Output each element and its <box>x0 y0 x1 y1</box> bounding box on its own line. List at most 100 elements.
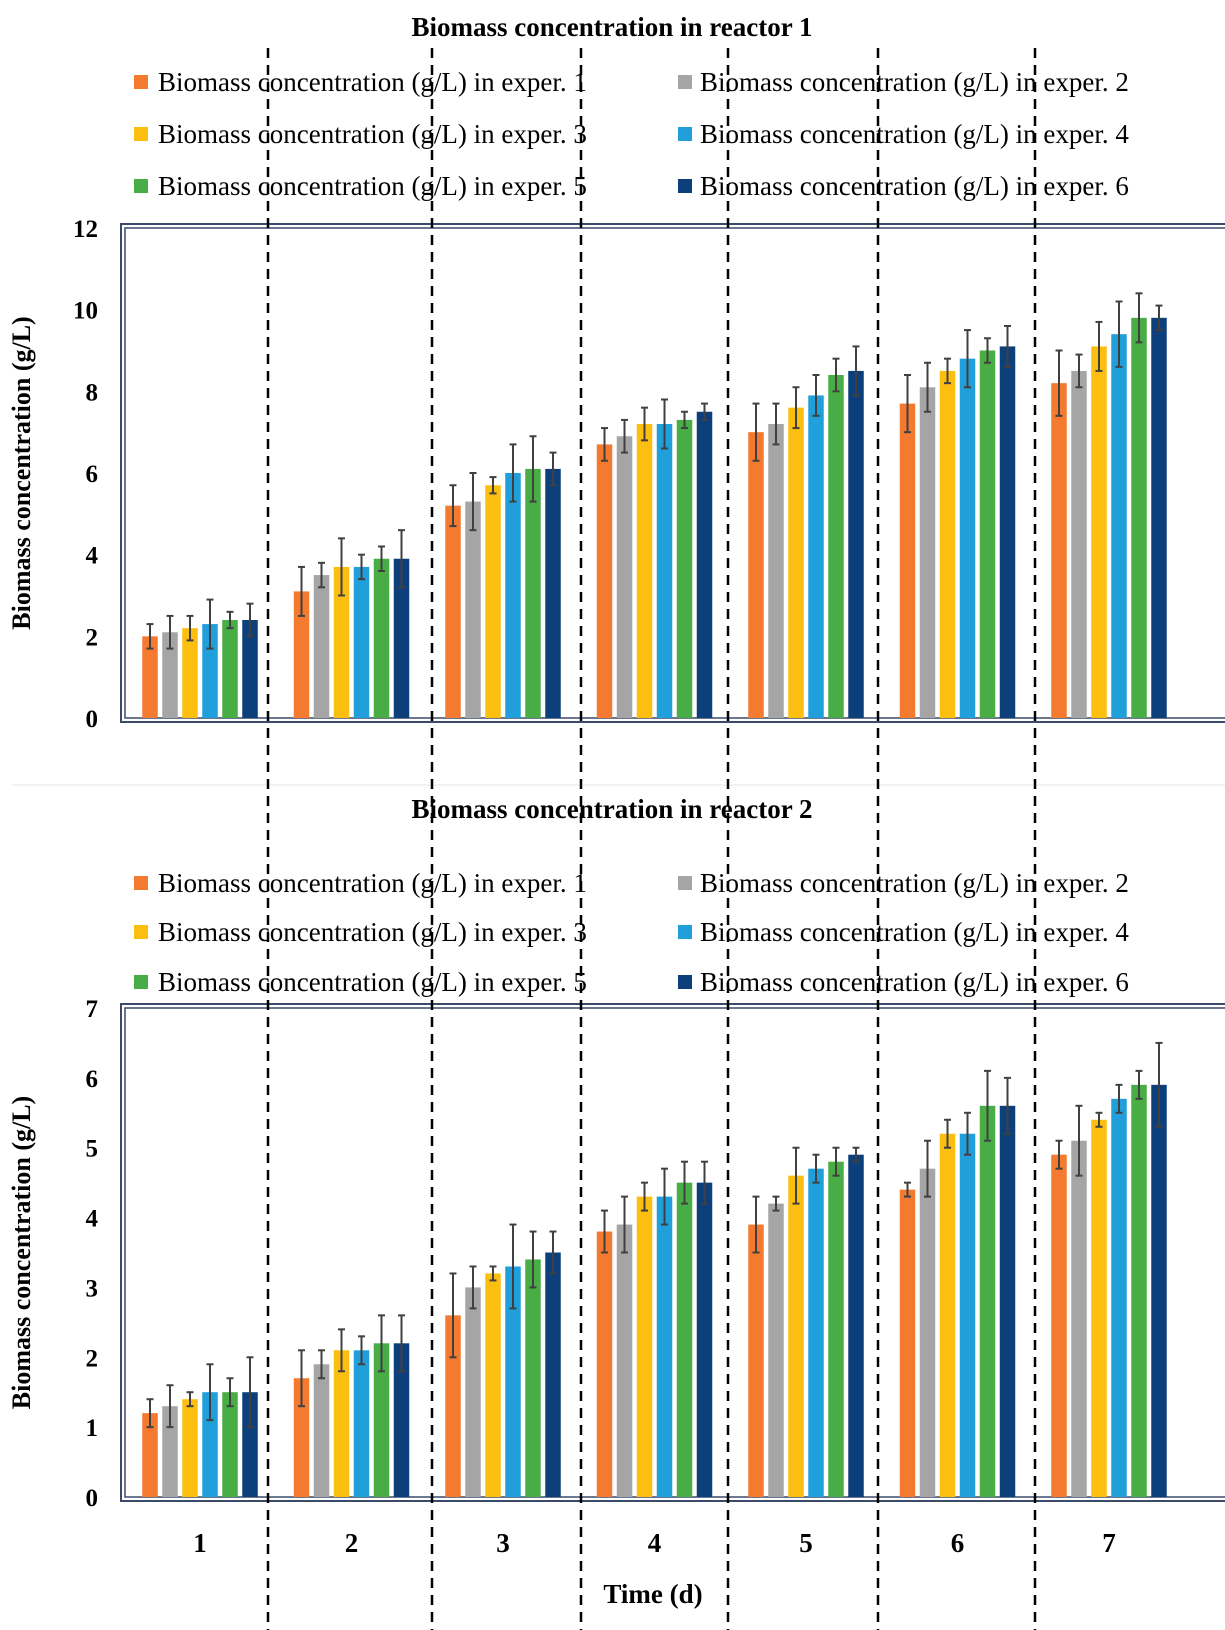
bar <box>808 395 824 718</box>
bar <box>293 591 310 718</box>
bar <box>485 1273 501 1497</box>
bar <box>182 628 198 718</box>
y-tick-label: 4 <box>86 1206 99 1233</box>
bar <box>202 624 218 718</box>
y-tick-label: 12 <box>73 216 98 243</box>
bar <box>919 387 936 718</box>
y-tick-label: 7 <box>86 996 99 1023</box>
legend-entry: Biomass concentration (g/L) in exper. 2 <box>700 67 1129 97</box>
bar <box>748 1224 764 1497</box>
y-axis-label: Biomass concentration (g/L) <box>7 316 36 629</box>
x-tick-label: 3 <box>496 1528 510 1558</box>
legend-entry: Biomass concentration (g/L) in exper. 2 <box>700 868 1129 898</box>
bar <box>636 424 653 718</box>
bar <box>1111 1098 1127 1497</box>
x-tick-label: 1 <box>193 1528 207 1558</box>
bar <box>445 505 461 718</box>
bar <box>676 1182 693 1497</box>
bar <box>445 1315 461 1497</box>
bar <box>545 1252 561 1497</box>
legend-swatch <box>678 179 692 193</box>
legend-swatch <box>134 75 148 89</box>
bar <box>505 473 521 718</box>
bar <box>525 468 541 718</box>
legend-swatch <box>678 876 692 890</box>
bar <box>1091 1119 1107 1497</box>
bar <box>636 1196 653 1497</box>
bar <box>525 1259 541 1497</box>
y-tick-label: 0 <box>86 706 99 733</box>
x-tick-label: 7 <box>1102 1528 1116 1558</box>
bar <box>979 1105 996 1497</box>
legend-entry: Biomass concentration (g/L) in exper. 5 <box>158 171 587 201</box>
bar <box>919 1168 936 1497</box>
bar <box>959 1133 976 1497</box>
bar <box>616 436 633 718</box>
bar <box>788 407 804 718</box>
legend-entry: Biomass concentration (g/L) in exper. 3 <box>158 917 587 947</box>
bar <box>676 419 693 718</box>
bar <box>828 1161 844 1497</box>
bar <box>373 558 390 718</box>
legend-swatch <box>134 876 148 890</box>
bar <box>1131 317 1147 718</box>
bar <box>1131 1084 1147 1497</box>
bar <box>788 1175 804 1497</box>
bar <box>656 1196 673 1497</box>
bar <box>748 432 764 718</box>
bar <box>293 1378 310 1497</box>
bar <box>142 636 158 718</box>
bar <box>485 485 501 718</box>
bar <box>848 370 864 718</box>
bar <box>696 1182 713 1497</box>
bar <box>768 424 784 718</box>
bar <box>313 575 330 718</box>
bar <box>899 403 916 718</box>
bar <box>959 358 976 718</box>
chart-2: Biomass concentration in reactor 2 Biomas… <box>7 794 1225 1609</box>
bar <box>465 1287 481 1497</box>
legend-entry: Biomass concentration (g/L) in exper. 4 <box>700 917 1129 947</box>
legend-swatch <box>678 75 692 89</box>
bar <box>242 620 258 718</box>
x-tick-label: 5 <box>799 1528 813 1558</box>
chart-layer: Biomass concentration in reactor 1 Biomas… <box>7 12 1225 1630</box>
y-tick-label: 6 <box>86 461 99 488</box>
bar <box>616 1224 633 1497</box>
y-tick-label: 0 <box>86 1485 99 1512</box>
bar <box>768 1203 784 1497</box>
y-tick-label: 10 <box>73 298 98 325</box>
legend-swatch <box>678 975 692 989</box>
bar <box>202 1392 218 1497</box>
x-tick-label: 4 <box>648 1528 662 1558</box>
legend-entry: Biomass concentration (g/L) in exper. 5 <box>158 967 587 997</box>
legend-entry: Biomass concentration (g/L) in exper. 6 <box>700 967 1129 997</box>
legend-swatch <box>678 925 692 939</box>
bar <box>373 1343 390 1497</box>
bar <box>222 620 238 718</box>
y-tick-label: 1 <box>86 1415 99 1442</box>
bar <box>1051 1154 1067 1497</box>
bar <box>353 566 370 718</box>
bar <box>313 1364 330 1497</box>
chart-1: Biomass concentration in reactor 1 Biomas… <box>7 12 1225 733</box>
bar <box>596 444 613 718</box>
x-tick-label: 2 <box>345 1528 359 1558</box>
bar <box>828 375 844 718</box>
bar <box>182 1399 198 1497</box>
bar <box>596 1231 613 1497</box>
bar <box>1071 1140 1087 1497</box>
bar <box>808 1168 824 1497</box>
y-tick-label: 8 <box>86 379 99 406</box>
legend-swatch <box>134 925 148 939</box>
legend-swatch <box>134 127 148 141</box>
bar <box>1051 383 1067 718</box>
bar <box>696 411 713 718</box>
bar <box>242 1392 258 1497</box>
y-axis-label: Biomass concentration (g/L) <box>7 1096 36 1409</box>
legend-entry: Biomass concentration (g/L) in exper. 3 <box>158 119 587 149</box>
legend-swatch <box>134 179 148 193</box>
y-tick-label: 4 <box>86 543 99 570</box>
chart-title: Biomass concentration in reactor 2 <box>412 794 813 824</box>
